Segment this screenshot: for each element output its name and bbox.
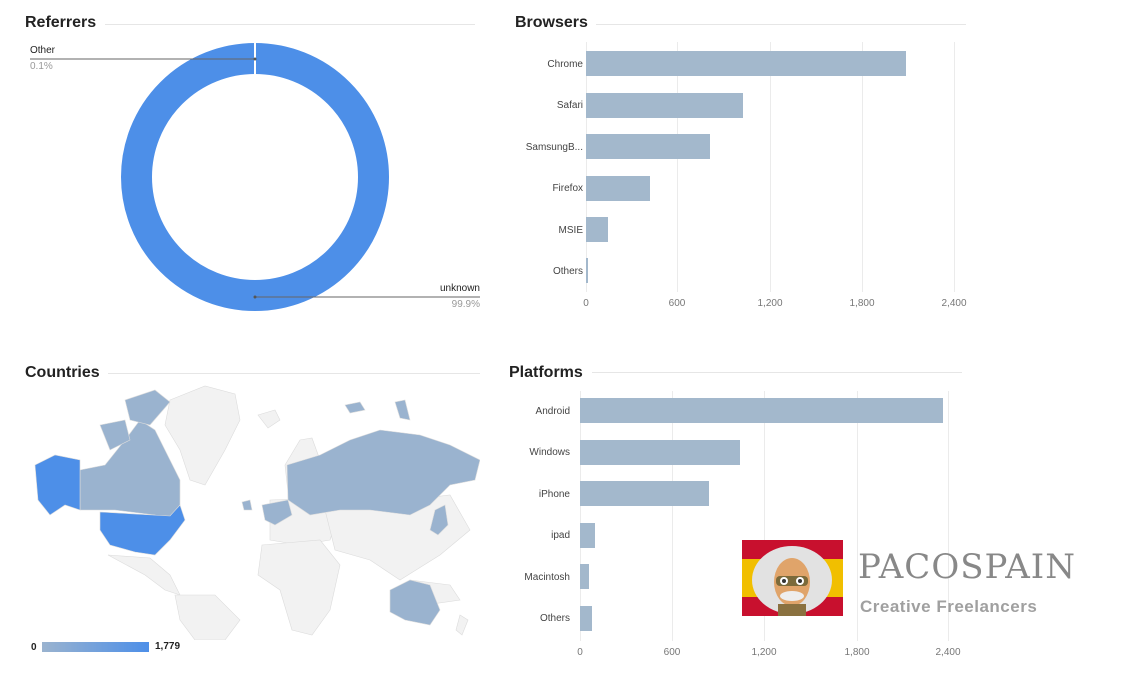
bar-label: Others: [552, 266, 583, 277]
country-australia: [389, 579, 441, 626]
bar-label: Android: [535, 406, 570, 417]
country-alaska: [34, 454, 81, 516]
pacospain-logo-icon: [742, 540, 843, 616]
country-france-germany: [261, 499, 293, 526]
x-tick: 2,400: [941, 298, 967, 309]
x-tick: 1,800: [844, 647, 870, 658]
country-japan: [429, 504, 449, 536]
bar-label: Firefox: [552, 183, 583, 194]
browsers-title: Browsers: [515, 14, 588, 31]
label-other-name: Other: [30, 45, 56, 56]
referrers-title: Referrers: [25, 14, 97, 31]
bar-others[interactable]: [580, 606, 592, 631]
bar-others[interactable]: [586, 258, 588, 283]
bar-label: Chrome: [547, 59, 583, 70]
world-map[interactable]: [30, 380, 480, 640]
bar-samsung[interactable]: [586, 134, 710, 159]
legend-max: 1,779: [155, 641, 181, 652]
bar-label: ipad: [551, 530, 570, 541]
logo-name: PACOSPAIN: [858, 547, 1076, 587]
country-greenland: [164, 385, 241, 486]
label-unknown-pct: 99.9%: [451, 299, 480, 310]
country-united-states: [99, 504, 186, 556]
x-tick: 1,200: [757, 298, 783, 309]
country-ireland: [241, 499, 253, 511]
title-divider: [108, 373, 480, 374]
bar-windows[interactable]: [580, 440, 740, 465]
bar-label: Macintosh: [524, 572, 570, 583]
bar-chrome[interactable]: [586, 51, 906, 76]
bar-ipad[interactable]: [580, 523, 595, 548]
country-russia: [286, 429, 480, 516]
x-tick: 0: [583, 298, 589, 309]
bar-label: Others: [539, 613, 570, 624]
label-unknown-name: unknown: [439, 283, 480, 294]
bar-firefox[interactable]: [586, 176, 650, 201]
bar-safari[interactable]: [586, 93, 743, 118]
legend-min: 0: [31, 642, 37, 653]
referrers-donut-chart: [30, 43, 480, 311]
donut-slice-unknown[interactable]: [121, 43, 389, 311]
x-tick: 600: [668, 298, 686, 309]
title-divider: [596, 24, 966, 25]
bar-android[interactable]: [580, 398, 943, 423]
title-divider: [105, 24, 475, 25]
logo-tagline: Creative Freelancers: [860, 597, 1038, 616]
color-legend-bar: [42, 642, 149, 652]
countries-title: Countries: [25, 364, 100, 381]
bar-label: MSIE: [558, 225, 583, 236]
x-tick: 0: [577, 647, 583, 658]
bar-label: SamsungB...: [525, 142, 583, 153]
bar-iphone[interactable]: [580, 481, 709, 506]
bar-macintosh[interactable]: [580, 564, 589, 589]
x-tick: 1,200: [751, 647, 777, 658]
title-divider: [592, 372, 962, 373]
bar-msie[interactable]: [586, 217, 608, 242]
x-tick: 2,400: [935, 647, 961, 658]
platforms-title: Platforms: [509, 364, 583, 381]
bar-label: Windows: [529, 447, 570, 458]
x-tick: 600: [663, 647, 681, 658]
country-canada: [79, 419, 181, 521]
x-tick: 1,800: [849, 298, 875, 309]
bar-label: Safari: [556, 100, 583, 111]
bar-label: iPhone: [538, 489, 570, 500]
label-other-pct: 0.1%: [30, 61, 53, 72]
